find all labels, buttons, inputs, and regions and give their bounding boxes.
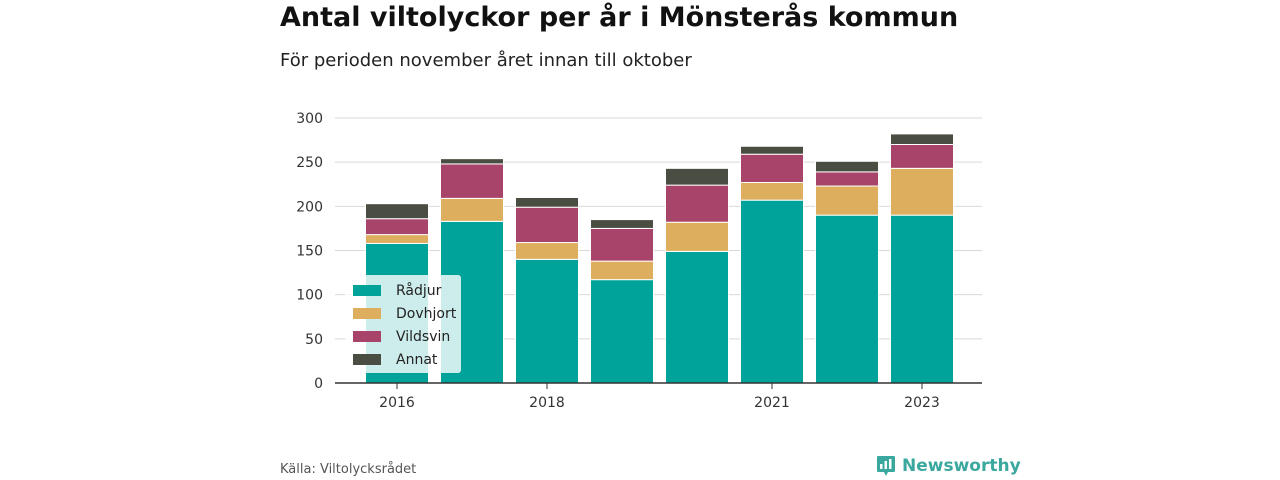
legend-swatch-dovhjort [353,308,381,319]
bar-2016-annat: Annat 2016: 17 [365,203,429,220]
y-tick-label: 50 [305,332,323,348]
legend-label-vildsvin: Vildsvin [396,328,451,345]
bar-2022-annat: Annat 2022: 12 [815,160,879,173]
bar-2019-dovhjort: Dovhjort 2019: 21 [590,260,654,281]
y-tick-label: 250 [296,155,323,171]
bar-2016-vildsvin: Vildsvin 2016: 18 [365,218,429,236]
bar-2019-annat: Annat 2019: 10 [590,219,654,229]
y-tick-label: 200 [296,199,323,215]
bar-2021-dovhjort: Dovhjort 2021: 20 [740,181,804,201]
brand-logo[interactable]: Newsworthy [876,455,1021,477]
bar-2022-dovhjort: Dovhjort 2022: 33 [815,185,879,216]
bar-2023-vildsvin: Vildsvin 2023: 27 [890,144,954,169]
legend-label-dovhjort: Dovhjort [396,305,457,322]
bar-2018-vildsvin: Vildsvin 2018: 40 [515,206,579,244]
x-tick-label: 2018 [529,395,565,411]
legend-swatch-annat [353,354,381,365]
bar-2021-rådjur: Rådjur 2021: 207 [740,199,804,384]
bar-2020-rådjur: Rådjur 2020: 149 [665,250,729,384]
bar-2018-annat: Annat 2018: 11 [515,197,579,208]
legend-item-annat: Annat [353,348,461,371]
bar-2020-dovhjort: Dovhjort 2020: 33 [665,221,729,252]
legend-swatch-radjur [353,285,381,296]
legend-label-radjur: Rådjur [396,282,442,299]
legend: Rådjur Dovhjort Vildsvin Annat [345,275,461,373]
y-tick-label: 0 [314,376,323,392]
y-axis-ticks: 0 50 100 150 200 250 300 [296,111,323,392]
newsworthy-logo-icon [877,456,895,476]
bar-2020-vildsvin: Vildsvin 2020: 42 [665,184,729,223]
x-tick-label: 2023 [904,395,940,411]
bar-2018-dovhjort: Dovhjort 2018: 19 [515,242,579,260]
source-note: Källa: Viltolycksrådet [280,462,417,477]
bar-2020-annat: Annat 2020: 19 [665,167,729,186]
bar-2016-dovhjort: Dovhjort 2016: 10 [365,234,429,244]
x-tick-label: 2016 [379,395,415,411]
bar-2017-annat: Annat 2017: 6 [440,158,504,165]
bar-2021-annat: Annat 2021: 9 [740,145,804,155]
bar-2021-vildsvin: Vildsvin 2021: 32 [740,153,804,183]
chart-subtitle: För perioden november året innan till ok… [280,50,692,71]
bar-2022-vildsvin: Vildsvin 2022: 16 [815,171,879,187]
legend-item-radjur: Rådjur [353,279,461,302]
legend-label-annat: Annat [396,351,438,368]
bar-2023-annat: Annat 2023: 12 [890,133,954,145]
chart-title: Antal viltolyckor per år i Mönsterås kom… [280,2,959,33]
bar-2023-dovhjort: Dovhjort 2023: 53 [890,167,954,216]
legend-item-vildsvin: Vildsvin [353,325,461,348]
x-tick-label: 2021 [754,395,790,411]
bar-2023-rådjur: Rådjur 2023: 190 [890,214,954,384]
brand-name: Newsworthy [902,456,1021,476]
y-tick-label: 100 [296,288,323,304]
bar-2019-vildsvin: Vildsvin 2019: 37 [590,227,654,262]
y-tick-label: 300 [296,111,323,127]
x-axis-ticks: 2016 2018 2021 2023 [379,383,940,411]
legend-swatch-vildsvin [353,331,381,342]
bar-2019-rådjur: Rådjur 2019: 117 [590,279,654,384]
bar-2017-dovhjort: Dovhjort 2017: 26 [440,197,504,222]
legend-item-dovhjort: Dovhjort [353,302,461,325]
bar-2022-rådjur: Rådjur 2022: 190 [815,214,879,384]
bar-2018-rådjur: Rådjur 2018: 140 [515,258,579,384]
y-tick-label: 150 [296,244,323,260]
bar-2017-vildsvin: Vildsvin 2017: 39 [440,163,504,199]
